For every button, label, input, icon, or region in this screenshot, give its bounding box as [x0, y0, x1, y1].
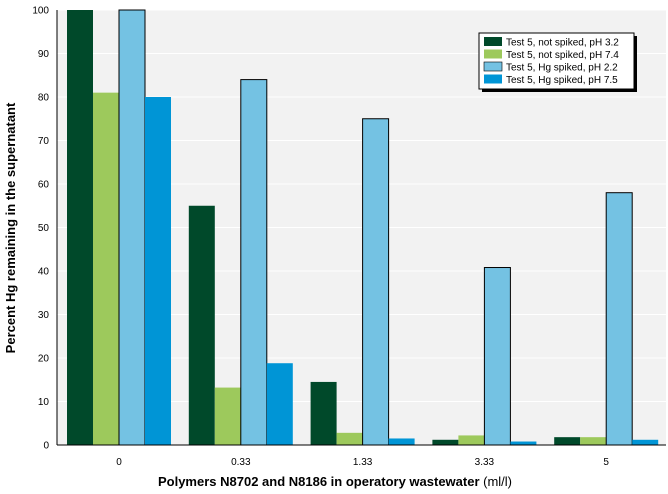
bar	[432, 439, 459, 445]
legend-entry: Test 5, not spiked, pH 7.4	[506, 50, 619, 61]
y-tick-labels: 0 10 20 30 40 50 60 70 80 90 100	[32, 6, 49, 452]
x-axis-title: Polymers N8702 and N8186 in operatory wa…	[158, 474, 512, 489]
y-axis-title: Percent Hg remaining in the supernatant	[3, 102, 18, 353]
legend-entry: Test 5, not spiked, pH 3.2	[506, 38, 619, 49]
x-tick-labels: 0 0.33 1.33 3.33 5	[116, 457, 609, 468]
y-tick-label: 80	[38, 93, 50, 104]
legend-entry: Test 5, Hg spiked, pH 2.2	[506, 63, 618, 74]
bar	[632, 439, 659, 445]
y-tick-label: 30	[38, 310, 50, 321]
x-tick-label: 3.33	[475, 457, 495, 468]
bar	[118, 9, 146, 446]
bar	[240, 79, 268, 446]
bar	[145, 97, 171, 445]
legend-swatch	[484, 74, 502, 84]
y-tick-label: 50	[38, 223, 50, 234]
bar	[458, 435, 485, 445]
bar	[483, 267, 511, 446]
bar	[388, 438, 415, 445]
legend-swatch	[483, 61, 503, 72]
y-tick-label: 70	[38, 136, 50, 147]
legend-box	[478, 32, 635, 90]
legend-entry: Test 5, Hg spiked, pH 7.5	[506, 75, 618, 86]
y-tick-label: 40	[38, 267, 50, 278]
legend-swatch	[484, 49, 502, 59]
x-axis-title-unit: (ml/l)	[480, 474, 513, 489]
bar	[510, 441, 537, 445]
legend-swatch	[484, 37, 502, 46]
y-tick-label: 100	[32, 6, 49, 17]
bar	[580, 437, 607, 445]
bar	[336, 432, 363, 445]
bar	[605, 192, 633, 446]
y-tick-label: 90	[38, 49, 50, 60]
bar	[67, 10, 93, 445]
x-tick-label: 5	[603, 457, 609, 468]
y-tick-label: 10	[38, 397, 50, 408]
bar	[362, 118, 390, 446]
x-tick-label: 0	[116, 457, 122, 468]
y-tick-label: 0	[43, 441, 49, 452]
x-tick-label: 0.33	[231, 457, 251, 468]
bar	[266, 363, 293, 445]
x-axis-title-main: Polymers N8702 and N8186 in operatory wa…	[158, 474, 480, 489]
bar	[554, 437, 581, 445]
bar	[214, 387, 241, 445]
bar	[310, 381, 337, 445]
y-tick-label: 60	[38, 180, 50, 191]
y-tick-label: 20	[38, 354, 50, 365]
bars	[67, 9, 659, 446]
bar	[188, 205, 215, 445]
x-tick-label: 1.33	[353, 457, 373, 468]
bar	[93, 92, 119, 446]
